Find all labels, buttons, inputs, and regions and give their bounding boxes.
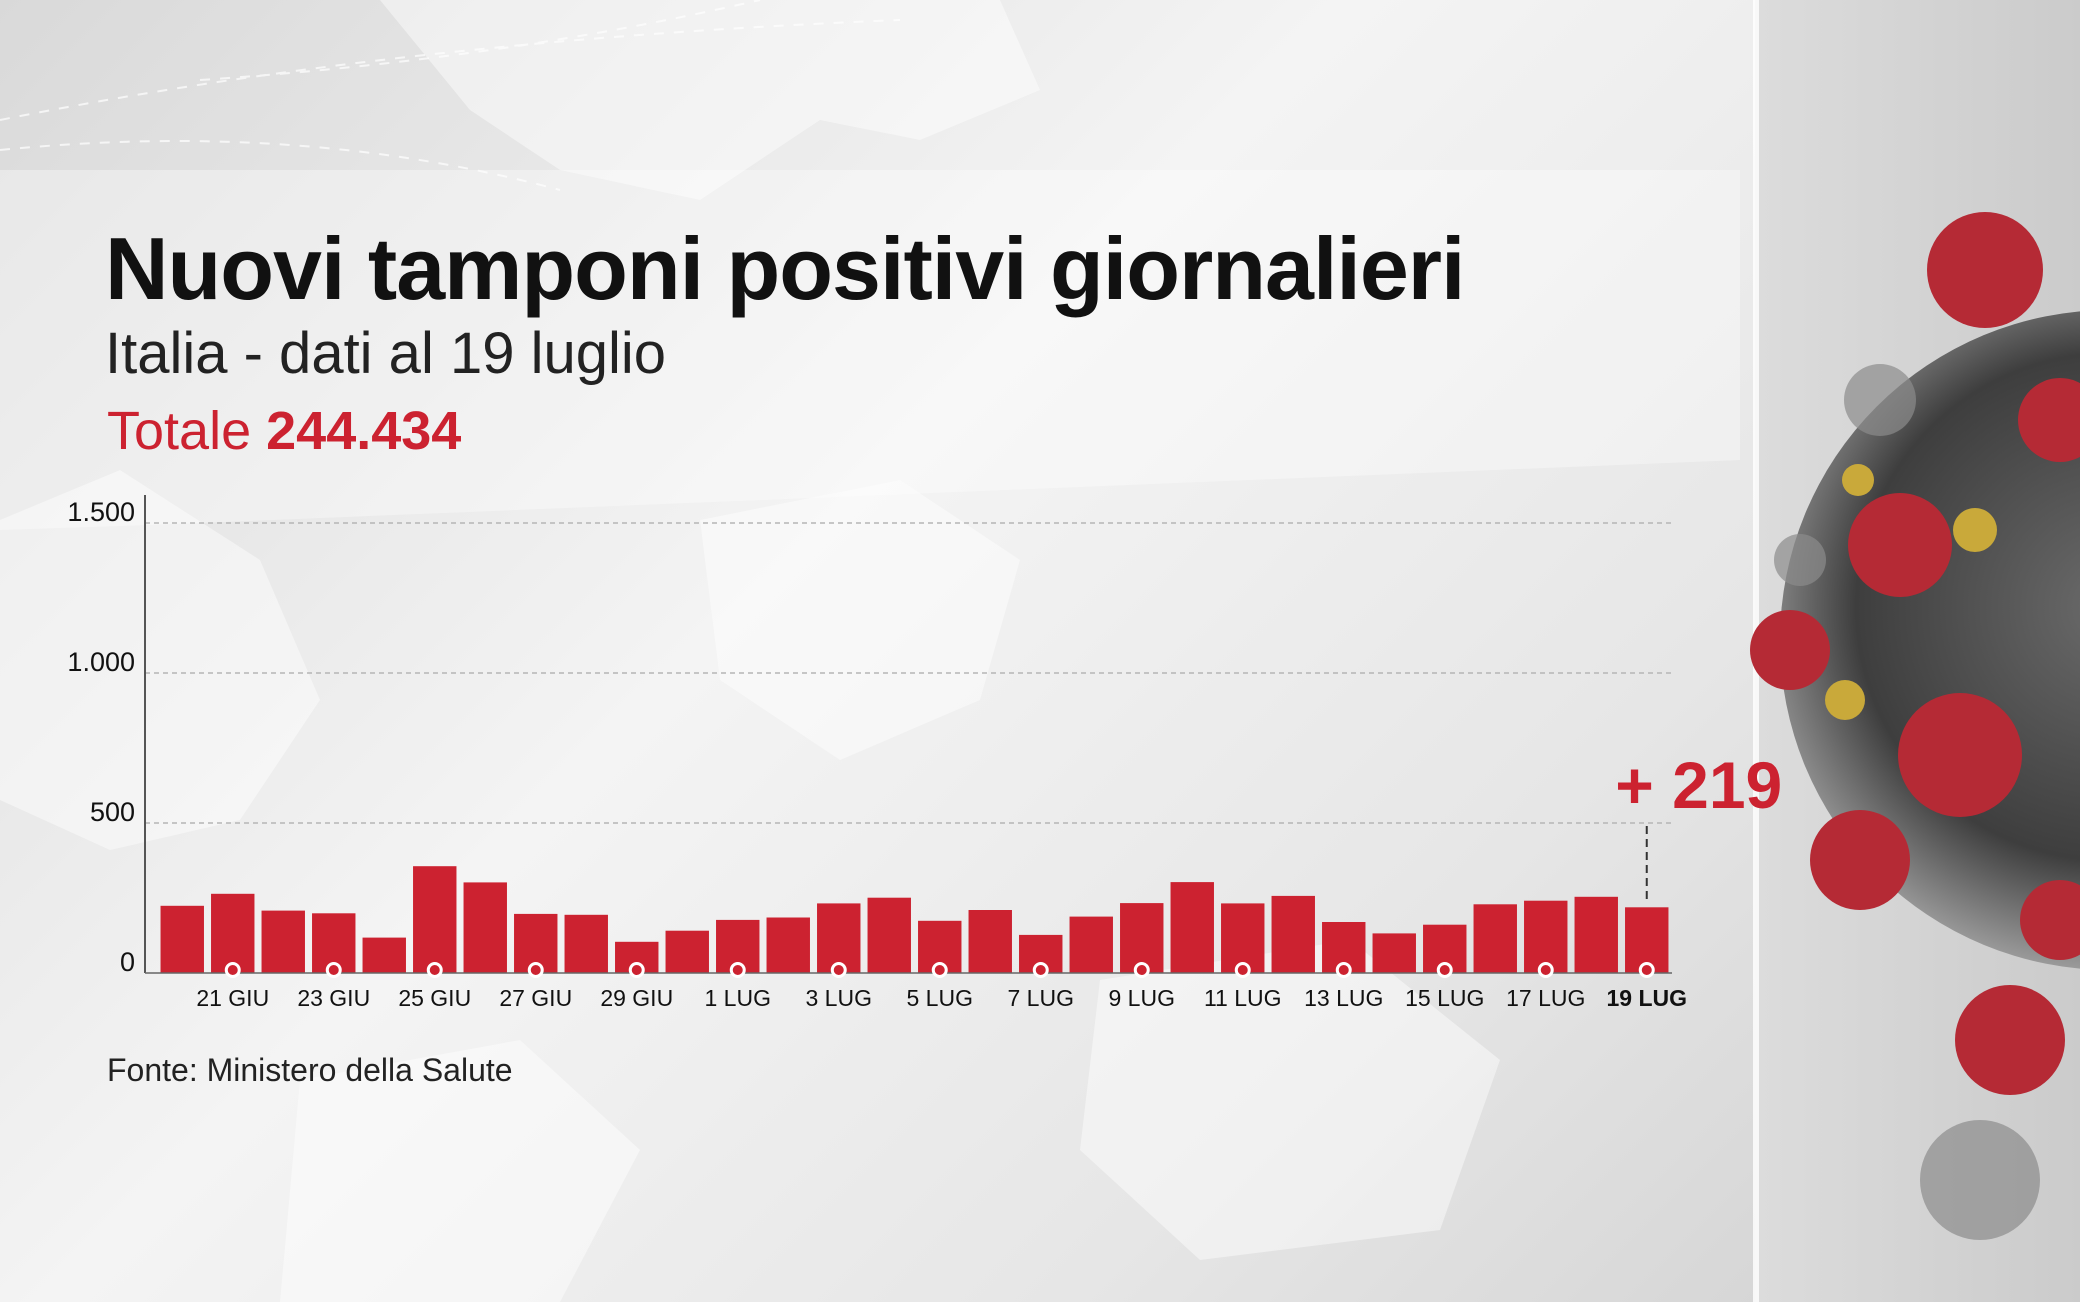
- bar: [413, 866, 457, 973]
- x-tick-label: 13 LUG: [1304, 985, 1383, 1011]
- bar: [1069, 916, 1113, 973]
- x-tick-label: 25 GIU: [398, 985, 471, 1011]
- bar: [1221, 903, 1265, 973]
- x-tick-marker: [1234, 962, 1251, 978]
- y-tick-label: 1.000: [67, 647, 135, 677]
- x-tick-label: 15 LUG: [1405, 985, 1484, 1011]
- y-tick-label: 500: [90, 797, 135, 827]
- bar: [463, 882, 507, 973]
- chart-subtitle: Italia - dati al 19 luglio: [105, 321, 666, 386]
- source-note: Fonte: Ministero della Salute: [107, 1052, 513, 1088]
- bar: [211, 893, 255, 973]
- x-tick-marker: [224, 962, 241, 978]
- x-tick-marker: [1537, 962, 1554, 978]
- virus-illustration: [1750, 212, 2080, 1240]
- y-tick-label: 0: [120, 947, 135, 977]
- x-tick-label: 19 LUG: [1606, 985, 1687, 1011]
- x-tick-label: 11 LUG: [1204, 985, 1282, 1011]
- bar: [867, 897, 911, 973]
- total-line: Totale 244.434: [107, 400, 461, 462]
- x-tick-marker: [1436, 962, 1453, 978]
- bar: [665, 930, 709, 973]
- x-tick-marker: [1133, 962, 1150, 978]
- x-tick-label: 29 GIU: [600, 985, 673, 1011]
- x-tick-marker: [426, 962, 443, 978]
- total-value: 244.434: [266, 401, 462, 461]
- map-dashed-lines: [0, 0, 901, 191]
- x-tick-label: 27 GIU: [499, 985, 572, 1011]
- bar: [817, 903, 861, 973]
- total-label: Totale: [107, 401, 252, 461]
- bar: [1271, 895, 1315, 973]
- x-tick-label: 17 LUG: [1506, 985, 1585, 1011]
- x-tick-label: 9 LUG: [1109, 985, 1175, 1011]
- x-tick-label: 7 LUG: [1008, 985, 1074, 1011]
- x-tick-marker: [1638, 962, 1655, 978]
- y-tick-label: 1.500: [67, 497, 135, 527]
- x-tick-marker: [325, 962, 342, 978]
- bar: [1524, 900, 1568, 973]
- bar: [1473, 904, 1517, 973]
- bar: [362, 937, 406, 973]
- x-tick-label: 21 GIU: [196, 985, 269, 1011]
- x-tick-label: 1 LUG: [705, 985, 771, 1011]
- bar: [1170, 882, 1214, 973]
- x-tick-marker: [931, 962, 948, 978]
- x-tick-label: 5 LUG: [907, 985, 973, 1011]
- bar: [1372, 933, 1416, 973]
- world-map-shapes: [0, 0, 1500, 1302]
- x-tick-marker: [729, 962, 746, 978]
- x-tick-marker: [1335, 962, 1352, 978]
- bar: [160, 905, 204, 973]
- annotation-label: + 219: [1615, 748, 1782, 822]
- bar: [1574, 896, 1618, 973]
- bar: [261, 910, 305, 973]
- chart-title: Nuovi tamponi positivi giornalieri: [105, 219, 1465, 318]
- bar: [564, 914, 608, 973]
- x-tick-marker: [1032, 962, 1049, 978]
- bar: [1120, 903, 1164, 973]
- bar: [766, 917, 810, 973]
- x-tick-label: 23 GIU: [297, 985, 370, 1011]
- x-tick-marker: [830, 962, 847, 978]
- x-tick-marker: [628, 962, 645, 978]
- bar: [968, 910, 1012, 973]
- x-tick-marker: [527, 962, 544, 978]
- x-tick-label: 3 LUG: [806, 985, 872, 1011]
